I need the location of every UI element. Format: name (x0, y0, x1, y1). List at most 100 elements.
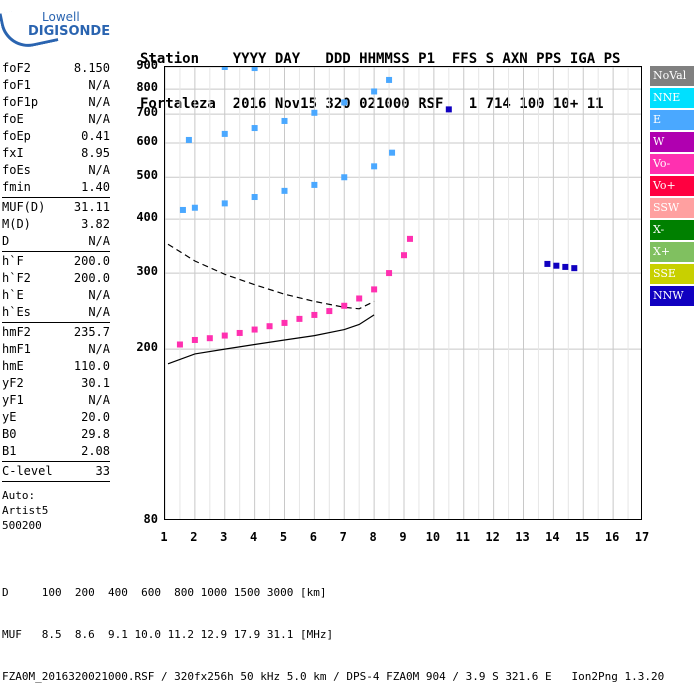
param-value: 200.0 (73, 271, 110, 285)
legend-item-w: W (650, 132, 694, 152)
param-label: fxI (2, 146, 24, 160)
param-value: 110.0 (73, 359, 110, 373)
param-row: h`Es N/A (2, 304, 110, 321)
data-point (281, 117, 288, 124)
legend-item-nne: NNE (650, 88, 694, 108)
x-tick-label: 17 (634, 530, 650, 544)
param-row: C-level 33 (2, 463, 110, 480)
param-row: D N/A (2, 233, 110, 250)
param-row: hmE 110.0 (2, 358, 110, 375)
param-label: yF1 (2, 393, 24, 407)
data-point (191, 204, 198, 211)
x-tick-label: 13 (515, 530, 530, 544)
param-row: foF2 8.150 (2, 60, 110, 77)
param-value: N/A (88, 342, 110, 356)
param-value: N/A (88, 393, 110, 407)
param-row: foF1p N/A (2, 94, 110, 111)
y-tick-label: 900 (136, 58, 158, 72)
x-tick-label: 11 (455, 530, 470, 544)
data-point (221, 67, 228, 70)
data-point (296, 315, 303, 322)
data-point (406, 235, 413, 242)
param-label: fmin (2, 180, 31, 194)
param-row: MUF(D) 31.11 (2, 199, 110, 216)
x-tick-label: 7 (339, 530, 347, 544)
y-tick-label: 800 (136, 80, 158, 95)
y-tick-label: 300 (136, 264, 158, 279)
x-tick-label: 5 (279, 530, 288, 544)
param-separator (2, 461, 110, 462)
param-row: h`E N/A (2, 287, 110, 304)
param-value: N/A (88, 234, 110, 248)
param-value: N/A (88, 78, 110, 92)
y-tick-label: 600 (136, 134, 158, 149)
x-tick-label: 16 (604, 530, 620, 544)
x-tick-label: 14 (545, 530, 560, 544)
data-point (179, 206, 186, 213)
autoscaling-info: Auto: Artist5 500200 (2, 488, 110, 533)
data-point (311, 109, 318, 116)
legend-item-noval: NoVal (650, 66, 694, 86)
param-separator (2, 481, 110, 482)
param-label: yE (2, 410, 17, 424)
data-point (341, 99, 348, 106)
param-separator (2, 197, 110, 198)
footer-muf-row: MUF 8.5 8.6 9.1 10.0 11.2 12.9 17.9 31.1… (2, 628, 334, 641)
param-label: h`F (2, 254, 24, 268)
data-point (206, 335, 213, 342)
param-value: N/A (88, 163, 110, 177)
param-value: 200.0 (73, 254, 110, 268)
data-point (371, 286, 378, 293)
param-row: yE 20.0 (2, 409, 110, 426)
param-row: B0 29.8 (2, 426, 110, 443)
data-point (571, 265, 578, 272)
data-point (251, 125, 258, 132)
profile-curve-solid (167, 314, 375, 365)
data-point (251, 194, 258, 201)
legend-item-x-: X- (650, 220, 694, 240)
x-tick-label: 4 (250, 530, 258, 544)
param-label: foEp (2, 129, 31, 143)
x-tick-label: 15 (575, 530, 590, 544)
param-row: M(D) 3.82 (2, 216, 110, 233)
header-labels: Station YYYY DAY DDD HHMMSS P1 FFS S AXN… (140, 51, 621, 67)
data-point (281, 187, 288, 194)
param-label: M(D) (2, 217, 31, 231)
auto-line: 500200 (2, 519, 42, 532)
legend: NoVal NNE E W Vo- Vo+ SSW X- X+ SSE NNW (650, 66, 694, 308)
param-value: 31.11 (73, 200, 110, 214)
param-separator (2, 322, 110, 323)
param-value: 8.95 (81, 146, 110, 160)
legend-item-nnw: NNW (650, 286, 694, 306)
lowell-digisonde-logo: Lowell DIGISONDE (0, 2, 112, 53)
logo-line2: DIGISONDE (28, 24, 111, 39)
data-point (562, 263, 569, 270)
x-tick-label: 9 (399, 530, 407, 544)
y-tick-label: 500 (136, 168, 158, 183)
data-point (544, 260, 551, 267)
data-point (236, 329, 243, 336)
param-value: 0.41 (81, 129, 110, 143)
param-value: N/A (88, 305, 110, 319)
param-row: yF2 30.1 (2, 375, 110, 392)
param-row: hmF2 235.7 (2, 324, 110, 341)
data-point (356, 295, 363, 302)
data-point (221, 332, 228, 339)
param-value: 30.1 (81, 376, 110, 390)
param-value: 1.40 (81, 180, 110, 194)
data-point (553, 262, 560, 269)
auto-line: Artist5 (2, 504, 49, 517)
data-point (176, 341, 183, 348)
x-tick-label: 3 (220, 530, 228, 544)
param-value: 3.82 (81, 217, 110, 231)
param-label: h`Es (2, 305, 31, 319)
param-row: B1 2.08 (2, 443, 110, 460)
legend-item-vo-: Vo+ (650, 176, 694, 196)
param-row: foE N/A (2, 111, 110, 128)
param-row: h`F2 200.0 (2, 270, 110, 287)
logo-line1: Lowell (42, 10, 80, 24)
param-row: hmF1 N/A (2, 341, 110, 358)
data-point (371, 163, 378, 170)
data-point (386, 76, 393, 83)
x-tick-label: 8 (369, 530, 377, 544)
